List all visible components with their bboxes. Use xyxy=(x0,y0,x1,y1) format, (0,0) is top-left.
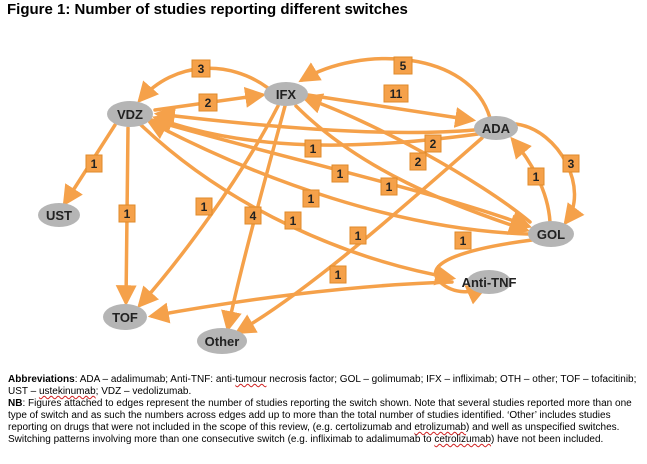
switch-network-diagram: 3 2 5 11 1 1 1 4 1 2 2 1 1 1 1 1 1 3 1 1… xyxy=(38,56,585,354)
edge-label-ada-vdz-2: 2 xyxy=(424,134,442,153)
svg-text:VDZ: VDZ xyxy=(117,107,143,122)
edge-label-gol-ifx: 2 xyxy=(409,152,427,171)
edge-label-vdz-ifx: 2 xyxy=(198,93,218,112)
node-vdz: VDZ xyxy=(107,101,153,127)
svg-text:1: 1 xyxy=(310,142,317,156)
node-other: Other xyxy=(197,328,247,354)
svg-text:Anti-TNF: Anti-TNF xyxy=(462,275,517,290)
svg-text:1: 1 xyxy=(91,157,98,171)
svg-text:4: 4 xyxy=(250,209,257,223)
edge-label-vdz-antitnf: 1 xyxy=(284,211,302,230)
node-ifx: IFX xyxy=(264,82,308,106)
svg-text:Other: Other xyxy=(205,334,240,349)
edge-label-antitnf-tof: 1 xyxy=(329,265,347,284)
svg-text:1: 1 xyxy=(533,170,540,184)
svg-text:GOL: GOL xyxy=(537,227,565,242)
svg-text:2: 2 xyxy=(205,96,212,110)
svg-text:11: 11 xyxy=(390,87,403,101)
svg-text:1: 1 xyxy=(337,167,344,181)
edge-label-ifx-other: 4 xyxy=(244,206,262,225)
svg-text:3: 3 xyxy=(568,157,575,171)
edge-ada-gol xyxy=(514,122,585,226)
svg-text:2: 2 xyxy=(430,137,437,151)
edge-ifx-ada xyxy=(306,93,477,128)
edge-label-ada-gol: 3 xyxy=(562,154,580,173)
node-ust: UST xyxy=(38,203,80,227)
edge-label-ifx-vdz: 3 xyxy=(191,59,211,78)
node-ada: ADA xyxy=(474,116,518,140)
svg-text:ADA: ADA xyxy=(482,121,511,136)
edge-ifx-gol xyxy=(294,104,530,235)
edge-label-gol-antitnf: 1 xyxy=(454,231,472,250)
svg-text:UST: UST xyxy=(46,208,72,223)
figure-title: Figure 1: Number of studies reporting di… xyxy=(7,1,408,18)
edge-label-vdz-ust: 1 xyxy=(85,154,103,173)
edge-gol-vdz xyxy=(146,120,530,236)
node-anti-tnf: Anti-TNF xyxy=(462,270,517,294)
edge-vdz-gol xyxy=(150,118,532,231)
edge-label-gol-ada: 1 xyxy=(527,167,545,186)
figure-notes: Abbreviations: ADA – adalimumab; Anti-TN… xyxy=(8,374,638,446)
edge-label-ifx-ada: 11 xyxy=(383,84,409,103)
edge-ada-other xyxy=(234,136,484,335)
svg-text:IFX: IFX xyxy=(276,87,297,102)
nb-note: NB: Figures attached to edges represent … xyxy=(8,398,632,445)
edge-vdz-antitnf xyxy=(138,122,457,286)
edge-gol-antitnf xyxy=(433,238,534,305)
edge-label-ada-vdz: 1 xyxy=(304,139,322,158)
abbreviations-note: Abbreviations: ADA – adalimumab; Anti-TN… xyxy=(8,374,637,397)
edge-label-gol-vdz: 1 xyxy=(302,189,320,208)
edge-label-vdz-tof: 1 xyxy=(118,204,136,223)
svg-text:2: 2 xyxy=(415,155,422,169)
svg-text:1: 1 xyxy=(308,192,315,206)
svg-text:5: 5 xyxy=(400,59,407,73)
svg-text:1: 1 xyxy=(386,180,393,194)
edge-ada-vdz-2 xyxy=(153,105,476,135)
edge-antitnf-tof xyxy=(147,280,454,324)
svg-text:1: 1 xyxy=(290,214,297,228)
edge-label-ifx-tof: 1 xyxy=(195,197,213,216)
svg-text:1: 1 xyxy=(355,229,362,243)
node-gol: GOL xyxy=(528,221,574,247)
edge-label-ada-other: 1 xyxy=(349,226,367,245)
svg-text:1: 1 xyxy=(335,268,342,282)
edge-label-ifx-gol: 1 xyxy=(380,177,398,196)
svg-text:3: 3 xyxy=(198,62,205,76)
svg-text:1: 1 xyxy=(201,200,208,214)
svg-text:TOF: TOF xyxy=(112,310,138,325)
svg-text:1: 1 xyxy=(460,234,467,248)
node-tof: TOF xyxy=(103,304,147,330)
svg-text:1: 1 xyxy=(124,207,131,221)
edge-label-ada-ifx: 5 xyxy=(393,56,413,75)
edge-label-vdz-gol: 1 xyxy=(331,164,349,183)
edge-ifx-tof xyxy=(137,104,280,309)
